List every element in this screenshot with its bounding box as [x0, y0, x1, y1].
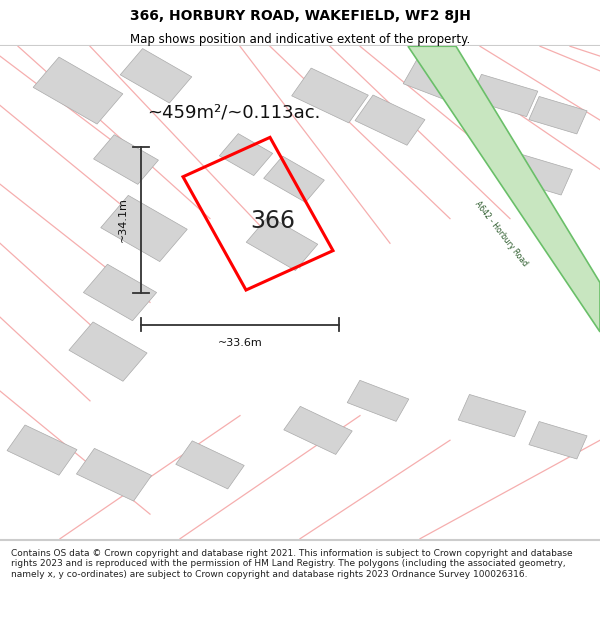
Polygon shape [408, 46, 600, 332]
Polygon shape [347, 381, 409, 421]
Polygon shape [76, 448, 152, 501]
Polygon shape [83, 264, 157, 321]
Polygon shape [458, 394, 526, 437]
Text: 366: 366 [251, 209, 296, 233]
Polygon shape [33, 57, 123, 124]
Polygon shape [220, 134, 272, 176]
Text: Contains OS data © Crown copyright and database right 2021. This information is : Contains OS data © Crown copyright and d… [11, 549, 572, 579]
Polygon shape [292, 68, 368, 123]
Polygon shape [263, 156, 325, 202]
Polygon shape [508, 154, 572, 195]
Polygon shape [246, 216, 318, 271]
Text: ~34.1m: ~34.1m [118, 198, 128, 242]
Polygon shape [7, 425, 77, 475]
Text: 366, HORBURY ROAD, WAKEFIELD, WF2 8JH: 366, HORBURY ROAD, WAKEFIELD, WF2 8JH [130, 9, 470, 23]
Polygon shape [176, 441, 244, 489]
Polygon shape [529, 96, 587, 134]
Polygon shape [120, 49, 192, 103]
Polygon shape [69, 322, 147, 381]
Polygon shape [529, 421, 587, 459]
Polygon shape [355, 95, 425, 145]
Text: ~33.6m: ~33.6m [218, 338, 262, 348]
Polygon shape [101, 196, 187, 261]
Text: A642 - Horbury Road: A642 - Horbury Road [473, 199, 529, 268]
Polygon shape [403, 57, 473, 104]
Polygon shape [284, 406, 352, 454]
Polygon shape [470, 74, 538, 117]
Text: ~459m²/~0.113ac.: ~459m²/~0.113ac. [148, 104, 320, 122]
Polygon shape [94, 135, 158, 184]
Text: Map shows position and indicative extent of the property.: Map shows position and indicative extent… [130, 33, 470, 46]
